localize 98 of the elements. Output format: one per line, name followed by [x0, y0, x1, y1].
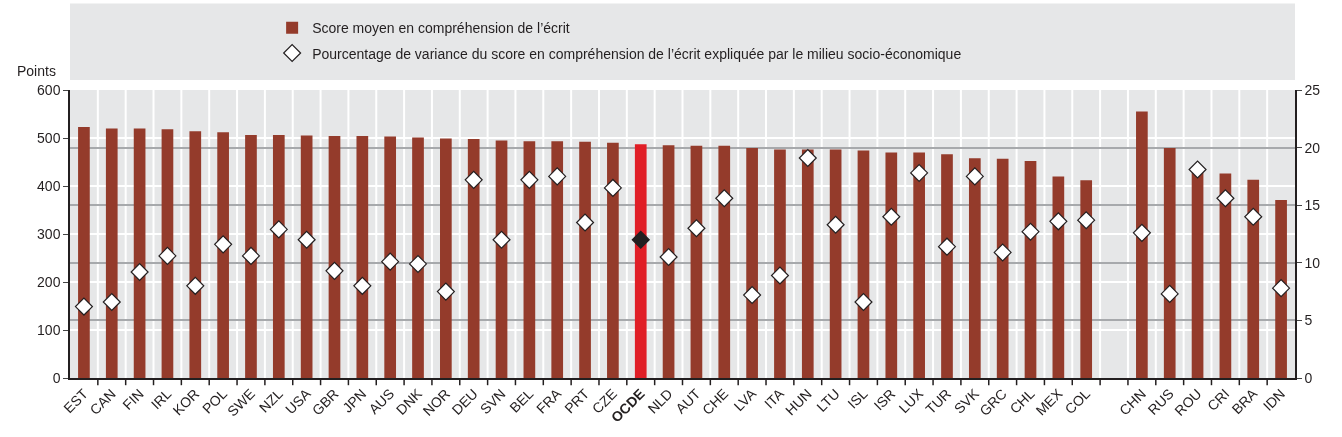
point — [1132, 223, 1151, 242]
y2-tick-label: 25 — [1304, 81, 1321, 98]
point — [576, 213, 595, 232]
point — [1049, 212, 1068, 231]
bar — [996, 158, 1009, 378]
point — [1077, 211, 1096, 230]
x-tick-label: IDN — [1259, 385, 1289, 414]
bar — [941, 154, 953, 378]
y2-tick-label: 0 — [1304, 369, 1313, 386]
x-tick-label: ISL — [844, 385, 871, 412]
bar — [412, 137, 424, 378]
bar — [440, 138, 452, 378]
point — [1272, 279, 1291, 298]
point — [214, 235, 233, 254]
point — [325, 261, 344, 280]
bar — [133, 128, 146, 378]
y2-tick-label: 5 — [1304, 312, 1313, 329]
bar — [78, 126, 90, 378]
point — [492, 230, 511, 249]
bar — [1080, 180, 1093, 378]
point — [715, 189, 734, 208]
point — [1244, 207, 1263, 226]
point — [993, 243, 1012, 262]
point — [74, 297, 93, 316]
legend-label: Pourcentage de variance du score en compréhension de l’écrit expliquée par le milieu socio-économique — [312, 45, 962, 62]
y-tick-label: 600 — [37, 81, 61, 98]
bar — [1163, 148, 1176, 378]
x-tick-label: CRI — [1204, 385, 1233, 414]
bar — [1247, 179, 1260, 378]
point — [854, 292, 873, 312]
bar — [718, 145, 731, 378]
point — [436, 282, 455, 301]
point — [631, 230, 650, 249]
point — [102, 292, 121, 312]
point — [353, 276, 372, 295]
point — [826, 215, 845, 234]
point — [464, 170, 483, 189]
x-tick-label: FIN — [119, 385, 147, 413]
bar — [579, 141, 591, 378]
bar — [467, 138, 480, 378]
point — [186, 276, 205, 295]
point — [882, 207, 901, 226]
point — [408, 254, 428, 273]
point — [687, 219, 706, 238]
bar — [189, 131, 202, 378]
bar — [801, 149, 814, 378]
x-tick-label: BEL — [506, 385, 537, 416]
y2-tick-label: 20 — [1304, 139, 1321, 156]
bar — [968, 158, 981, 378]
bar — [245, 135, 257, 378]
point — [1216, 189, 1235, 208]
bar — [634, 144, 647, 378]
bar — [272, 135, 285, 378]
point — [1188, 160, 1207, 179]
y2-tick-label: 15 — [1304, 197, 1321, 214]
point — [937, 237, 957, 256]
bar — [746, 148, 758, 378]
point — [520, 170, 539, 189]
point — [1021, 222, 1040, 241]
point — [241, 246, 261, 265]
bar — [885, 152, 898, 378]
bar — [551, 141, 564, 378]
point — [910, 163, 929, 182]
bar — [913, 152, 925, 378]
y-tick-label: 100 — [37, 321, 61, 338]
x-tick-label: ISR — [870, 385, 899, 414]
point — [770, 266, 789, 285]
point — [743, 286, 762, 305]
point — [297, 230, 316, 249]
point — [269, 220, 288, 239]
bar — [607, 142, 619, 378]
bar — [1191, 172, 1204, 378]
x-tick-label: LTU — [813, 385, 843, 415]
bar — [105, 128, 118, 378]
point — [659, 247, 678, 267]
bar — [1275, 199, 1287, 378]
bar — [384, 136, 397, 378]
point — [158, 246, 177, 265]
y-tick-label: 400 — [37, 177, 61, 194]
point — [603, 178, 622, 197]
point — [381, 252, 400, 271]
point — [1160, 284, 1179, 303]
y2-tick-label: 10 — [1304, 254, 1321, 271]
point — [130, 262, 149, 282]
bar — [356, 136, 369, 378]
point — [548, 167, 567, 186]
bar — [1136, 111, 1148, 378]
bar — [774, 149, 786, 378]
point — [965, 167, 984, 186]
x-tick-label: LVA — [730, 385, 760, 415]
y-axis-title: Points — [17, 63, 56, 79]
y-tick-label: 300 — [37, 225, 61, 242]
y-tick-label: 200 — [37, 273, 61, 290]
bar — [217, 132, 229, 378]
point — [798, 148, 817, 168]
legend-label: Score moyen en compréhension de l’écrit — [312, 20, 570, 37]
y-tick-label: 500 — [37, 129, 61, 146]
y-tick-label: 0 — [52, 369, 61, 386]
